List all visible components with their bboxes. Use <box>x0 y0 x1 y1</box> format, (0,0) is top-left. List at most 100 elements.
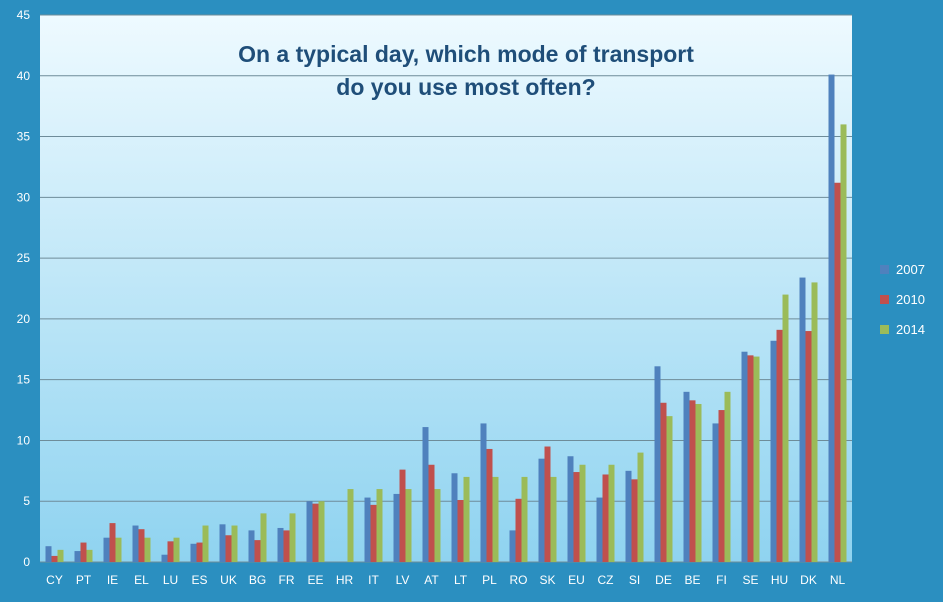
bar-2014-LV <box>405 489 412 562</box>
bar-2007-EU <box>567 456 574 562</box>
x-tick-label: FR <box>279 573 295 587</box>
bar-2014-DE <box>666 416 673 562</box>
x-tick-label: HU <box>771 573 788 587</box>
bar-2014-FI <box>724 391 731 562</box>
x-tick-label: CZ <box>598 573 614 587</box>
bar-2007-IE <box>103 537 110 562</box>
bar-2014-LU <box>173 537 180 562</box>
bar-2014-FR <box>289 513 296 562</box>
x-tick-label: LV <box>396 573 410 587</box>
bar-2007-DK <box>799 277 806 562</box>
legend-swatch <box>880 295 889 304</box>
x-tick-label: EU <box>568 573 585 587</box>
y-tick-label: 20 <box>17 312 31 326</box>
bar-2014-SE <box>753 356 760 562</box>
x-tick-label: LU <box>163 573 178 587</box>
y-axis: 0 5 10 15 20 25 30 35 40 45 <box>17 8 31 569</box>
bar-2007-RO <box>509 530 516 562</box>
legend-swatch <box>880 325 889 334</box>
bar-2010-HU <box>776 329 783 562</box>
y-tick-label: 0 <box>23 555 30 569</box>
bar-2007-AT <box>422 427 429 562</box>
bar-2007-UK <box>219 524 226 562</box>
x-tick-label: LT <box>454 573 468 587</box>
bar-2014-HR <box>347 489 354 562</box>
legend-label: 2014 <box>896 322 925 337</box>
bar-2010-FR <box>283 530 290 562</box>
title-line: On a typical day, which mode of transpor… <box>238 41 694 67</box>
bar-2014-CZ <box>608 464 615 562</box>
bar-2014-CY <box>57 549 64 562</box>
bar-2007-EL <box>132 525 139 562</box>
x-tick-label: SI <box>629 573 640 587</box>
bar-2010-PT <box>80 542 87 562</box>
bar-2007-NL <box>828 74 835 562</box>
bar-2007-SK <box>538 458 545 562</box>
bar-2014-IE <box>115 537 122 562</box>
bar-2007-LU <box>161 554 168 562</box>
bar-2007-CY <box>45 546 52 562</box>
bar-2010-DK <box>805 331 812 562</box>
y-tick-label: 45 <box>17 8 31 22</box>
bar-2010-CY <box>51 555 58 562</box>
bars <box>45 74 847 563</box>
x-tick-label: CY <box>46 573 63 587</box>
bar-2010-EE <box>312 503 319 562</box>
bar-2010-LU <box>167 541 174 562</box>
bar-2014-DK <box>811 282 818 562</box>
bar-2007-BE <box>683 391 690 562</box>
x-tick-label: IE <box>107 573 118 587</box>
x-tick-label: DE <box>655 573 672 587</box>
x-tick-label: NL <box>830 573 846 587</box>
bar-2010-IE <box>109 523 116 562</box>
legend-label: 2010 <box>896 292 925 307</box>
bar-2014-IT <box>376 489 383 562</box>
bar-2010-AT <box>428 464 435 562</box>
bar-2007-BG <box>248 530 255 562</box>
x-tick-label: IT <box>368 573 379 587</box>
x-tick-label: ES <box>191 573 207 587</box>
x-tick-label: FI <box>716 573 727 587</box>
legend-label: 2007 <box>896 262 925 277</box>
bar-2014-AT <box>434 489 441 562</box>
x-tick-label: PT <box>76 573 92 587</box>
bar-2010-SE <box>747 355 754 562</box>
bar-2014-EL <box>144 537 151 562</box>
y-tick-label: 35 <box>17 130 31 144</box>
x-tick-label: BG <box>249 573 266 587</box>
bar-2014-ES <box>202 525 209 562</box>
bar-2014-NL <box>840 124 847 563</box>
bar-2014-HU <box>782 294 789 562</box>
y-tick-label: 10 <box>17 433 31 447</box>
bar-2014-EU <box>579 464 586 562</box>
bar-2010-LT <box>457 500 464 562</box>
legend: 2007 2010 2014 <box>880 262 925 337</box>
bar-2010-RO <box>515 498 522 562</box>
bar-2014-BG <box>260 513 267 562</box>
x-tick-label: SK <box>539 573 555 587</box>
bar-2007-LT <box>451 473 458 562</box>
bar-2010-BG <box>254 540 261 562</box>
bar-2014-SK <box>550 476 557 562</box>
bar-2014-BE <box>695 403 702 562</box>
bar-2007-SE <box>741 351 748 562</box>
bar-2010-PL <box>486 448 493 562</box>
bar-2007-DE <box>654 366 661 562</box>
chart-title: On a typical day, which mode of transpor… <box>238 41 694 100</box>
bar-2007-FR <box>277 527 284 562</box>
bar-2007-LV <box>393 493 400 562</box>
bar-2014-PT <box>86 549 93 562</box>
bar-2007-SI <box>625 470 632 562</box>
bar-2010-BE <box>689 400 696 562</box>
bar-2014-UK <box>231 525 238 562</box>
bar-2007-PT <box>74 551 81 562</box>
bar-2010-LV <box>399 469 406 562</box>
bar-2010-DE <box>660 402 667 562</box>
bar-2014-LT <box>463 476 470 562</box>
bar-2007-FI <box>712 423 719 562</box>
bar-2007-HU <box>770 340 777 562</box>
x-tick-label: RO <box>510 573 528 587</box>
bar-2010-CZ <box>602 474 609 562</box>
bar-2010-ES <box>196 542 203 562</box>
x-tick-label: EL <box>134 573 149 587</box>
